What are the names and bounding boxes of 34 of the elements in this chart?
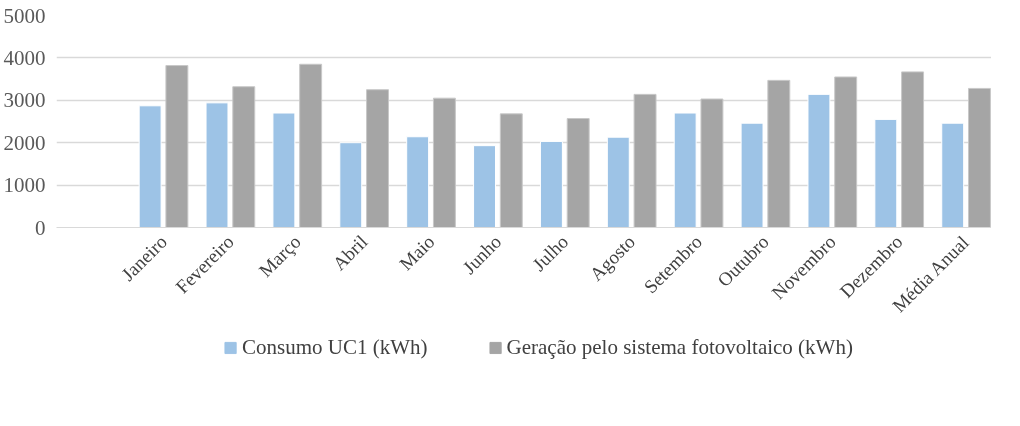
y-tick-label: 0 xyxy=(35,215,46,240)
bar xyxy=(834,76,858,228)
bar xyxy=(232,86,256,228)
y-tick-label: 5000 xyxy=(3,3,46,28)
y-tick-label: 1000 xyxy=(3,173,46,198)
bar xyxy=(432,97,456,228)
bar xyxy=(539,140,563,228)
bar xyxy=(633,93,657,228)
bar xyxy=(499,113,523,228)
bar xyxy=(807,93,831,228)
bar xyxy=(606,136,630,228)
bar xyxy=(272,112,296,228)
bar xyxy=(874,118,898,228)
bar xyxy=(700,98,724,228)
bar xyxy=(138,105,162,228)
bar xyxy=(901,71,925,228)
bar xyxy=(299,63,323,228)
legend-label: Geração pelo sistema fotovoltaico (kWh) xyxy=(506,334,853,360)
legend-label: Consumo UC1 (kWh) xyxy=(242,334,428,360)
bar xyxy=(473,145,497,228)
bar xyxy=(967,87,991,228)
y-tick-label: 2000 xyxy=(3,130,46,155)
bar xyxy=(941,122,965,228)
y-tick-label: 4000 xyxy=(3,45,46,70)
bar xyxy=(165,65,189,228)
bar xyxy=(406,136,430,228)
y-tick-label: 3000 xyxy=(3,88,46,113)
bar xyxy=(205,102,229,228)
bar xyxy=(673,112,697,228)
bar xyxy=(566,118,590,228)
bar xyxy=(366,89,389,228)
bar xyxy=(740,122,764,228)
bar xyxy=(339,142,363,228)
bar xyxy=(767,79,791,228)
